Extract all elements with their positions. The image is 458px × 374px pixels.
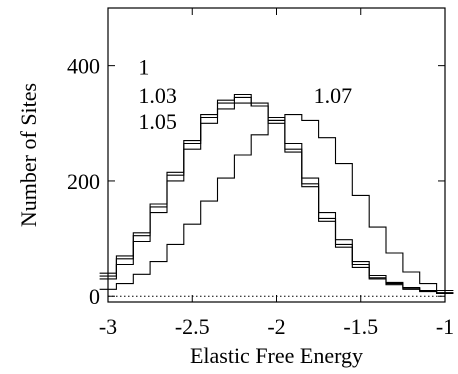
y-axis-label: Number of Sites	[16, 83, 41, 227]
annotation-layer: 1 1.031.05 1.07	[138, 54, 352, 134]
x-tick-label: -3	[99, 314, 117, 339]
series-annotation: 1.03	[138, 83, 177, 108]
x-tick-label: -2	[267, 314, 285, 339]
series-line	[99, 102, 454, 294]
y-tick-label: 200	[67, 169, 100, 194]
x-tick-label: -1.5	[343, 314, 378, 339]
series-layer	[99, 93, 454, 294]
series-line	[99, 93, 454, 294]
series-annotation: 1	[138, 54, 149, 79]
x-tick-label: -1	[436, 314, 454, 339]
series-line	[99, 114, 454, 292]
x-axis-label: Elastic Free Energy	[190, 343, 363, 368]
tick-layer: -3 -2.5 -2 -1.5 -1 0 200 400	[67, 8, 454, 339]
series-annotation: 1.05	[138, 109, 177, 134]
y-tick-label: 400	[67, 54, 100, 79]
series-annotation: 1.07	[314, 83, 353, 108]
x-tick-label: -2.5	[175, 314, 210, 339]
plot-frame	[107, 7, 446, 303]
y-tick-label: 0	[89, 284, 100, 309]
